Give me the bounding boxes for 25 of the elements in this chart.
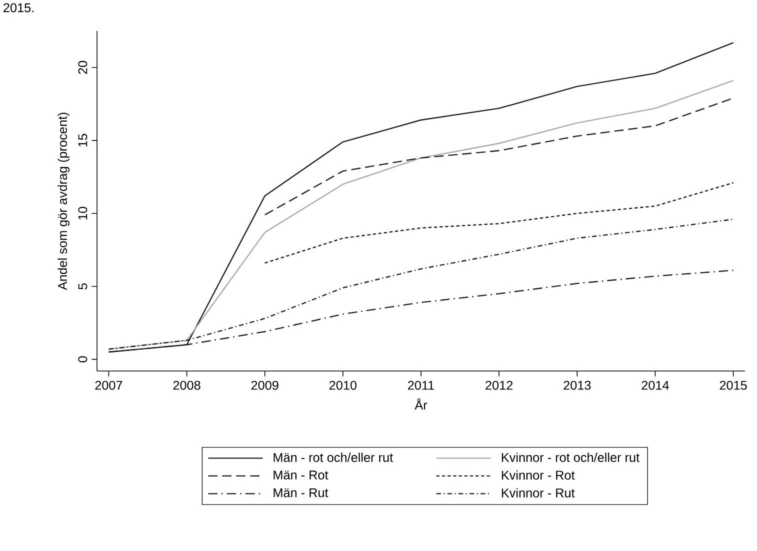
x-tick-label: 2013 xyxy=(564,380,591,390)
x-tick-label: 2007 xyxy=(95,380,122,390)
x-tick-label: 2009 xyxy=(251,380,278,390)
y-axis-title: Andel som gör avdrag (procent) xyxy=(58,112,70,290)
x-tick-label: 2014 xyxy=(642,380,669,390)
legend-label: Män - Rut xyxy=(274,488,328,498)
x-tick-label: 2010 xyxy=(329,380,357,390)
line-series xyxy=(264,98,734,216)
legend-label: Kvinnor - Rot xyxy=(502,470,575,480)
text: 2015. xyxy=(4,3,34,12)
line-series xyxy=(264,182,734,264)
y-tick-label: 20 xyxy=(78,60,88,74)
y-tick-label: 15 xyxy=(78,134,88,147)
y-tick-label: 5 xyxy=(78,283,88,290)
legend-label: Kvinnor - Rut xyxy=(502,488,575,498)
x-axis-title: År xyxy=(414,398,428,410)
x-tick-label: 2012 xyxy=(486,380,513,390)
x-tick-label: 2015 xyxy=(720,380,747,390)
x-tick-label: 2008 xyxy=(173,380,200,390)
y-tick-label: 0 xyxy=(78,356,88,362)
legend-label: Män - Rot xyxy=(274,470,328,480)
legend-label: Kvinnor - rot och/eller rut xyxy=(502,452,640,462)
x-tick-label: 2011 xyxy=(408,380,434,390)
y-tick-label: 10 xyxy=(78,206,88,220)
legend-label: Män - rot och/eller rut xyxy=(274,452,393,462)
